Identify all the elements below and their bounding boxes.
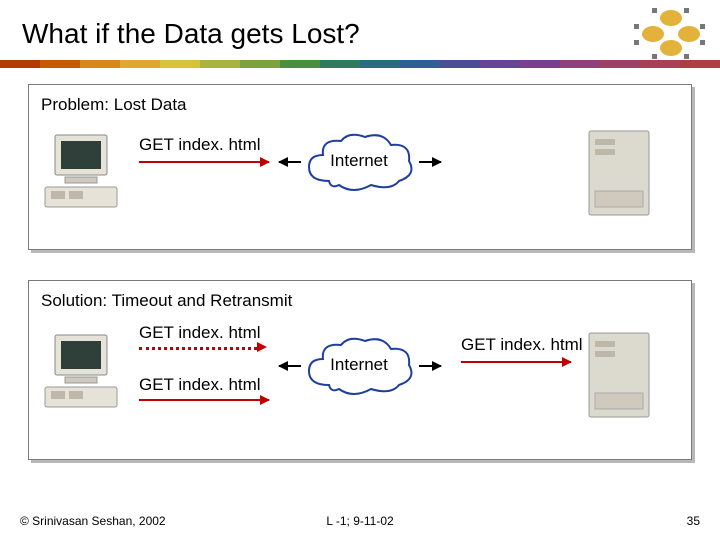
solution-row: GET index. html GET index. html Internet… — [41, 317, 679, 447]
internet-label-2: Internet — [299, 355, 419, 375]
solution-arrow-dotted-head — [257, 342, 267, 352]
solution-arrow-dotted — [139, 347, 257, 350]
problem-row: GET index. html Internet — [41, 121, 679, 241]
problem-arrow-left — [139, 161, 269, 163]
panel-solution-label: Solution: Timeout and Retransmit — [41, 291, 679, 311]
internet-label-1: Internet — [299, 151, 419, 171]
panel-solution: Solution: Timeout and Retransmit GET ind… — [28, 280, 692, 460]
server-icon-2 — [581, 327, 665, 427]
internet-cloud-2: Internet — [299, 333, 419, 399]
panel-problem-label: Problem: Lost Data — [41, 95, 679, 115]
logo-icon — [636, 10, 706, 56]
internet-cloud-1: Internet — [299, 129, 419, 195]
solution-arrow-cloud-out — [419, 365, 441, 367]
footer-lecture-id: L -1; 9-11-02 — [0, 514, 720, 528]
problem-arrow-cloud-in — [279, 161, 301, 163]
solution-request1-text: GET index. html — [139, 323, 261, 343]
panel-problem: Problem: Lost Data GET index. html Inter… — [28, 84, 692, 250]
title-underline-stripe — [0, 60, 720, 68]
solution-request3-text: GET index. html — [461, 335, 583, 355]
footer-page-number: 35 — [687, 514, 700, 528]
page-title: What if the Data gets Lost? — [22, 18, 360, 50]
solution-arrow-solid-2 — [461, 361, 571, 363]
client-pc-icon — [41, 131, 131, 221]
server-icon-1 — [581, 125, 665, 225]
solution-request2-text: GET index. html — [139, 375, 261, 395]
solution-arrow-solid-1 — [139, 399, 269, 401]
solution-arrow-cloud-in — [279, 365, 301, 367]
problem-arrow-cloud-out — [419, 161, 441, 163]
problem-request-text: GET index. html — [139, 135, 261, 155]
client-pc-icon-2 — [41, 331, 131, 421]
